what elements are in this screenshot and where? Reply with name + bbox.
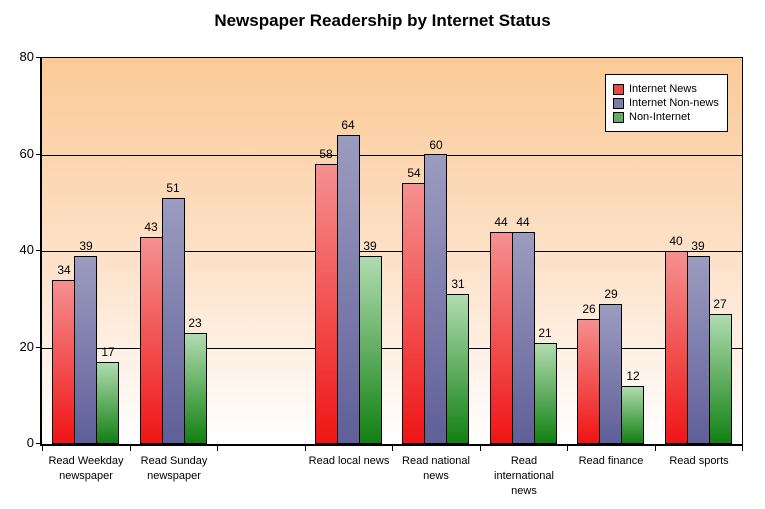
bar-internet-non-news-3 (337, 135, 360, 444)
bar-internet-news-0 (52, 280, 75, 444)
bar-non-internet-1 (184, 333, 207, 444)
bar-value-label: 26 (582, 302, 596, 316)
bar-value-label: 23 (188, 316, 202, 330)
gridline-20 (42, 347, 742, 349)
legend-row: Non-Internet (613, 111, 719, 123)
bar-internet-non-news-1 (162, 198, 185, 444)
x-axis-tick (305, 445, 306, 451)
legend-label: Internet Non-news (629, 97, 719, 109)
bar-internet-news-7 (665, 251, 688, 444)
bar-internet-non-news-0 (74, 256, 97, 444)
x-axis-tick (130, 445, 131, 451)
bar-value-label: 54 (407, 166, 421, 180)
bar-internet-non-news-6 (599, 304, 622, 444)
y-axis-tick (36, 57, 42, 58)
x-axis-tick (217, 445, 218, 451)
bar-non-internet-7 (709, 314, 732, 444)
y-axis-label-20: 20 (19, 338, 34, 354)
bar-value-label: 39 (363, 239, 377, 253)
bar-value-label: 27 (713, 297, 727, 311)
bar-internet-news-6 (577, 319, 600, 444)
bar-value-label: 44 (516, 215, 530, 229)
bar-value-label: 29 (604, 287, 618, 301)
bar-non-internet-6 (621, 386, 644, 444)
y-axis-label-60: 60 (19, 145, 34, 161)
legend-swatch-icon (613, 111, 624, 123)
x-axis-category-label-1: Read Sunday newspaper (140, 455, 208, 482)
x-axis-category-label-7: Read sports (669, 455, 729, 467)
x-axis-category-label-6: Read finance (578, 455, 644, 467)
legend-label: Non-Internet (629, 111, 691, 123)
y-axis-tick (36, 443, 42, 444)
x-axis-category-label-0: Read Weekday newspaper (48, 455, 124, 482)
bar-value-label: 40 (669, 234, 683, 248)
bar-value-label: 39 (691, 239, 705, 253)
bar-non-internet-3 (359, 256, 382, 444)
bar-value-label: 44 (494, 215, 508, 229)
legend-swatch-icon (613, 83, 624, 95)
y-axis-tick (36, 153, 42, 155)
bar-non-internet-4 (446, 294, 469, 444)
x-axis-tick (392, 445, 393, 451)
legend-row: Internet News (613, 83, 719, 95)
bar-internet-news-5 (490, 232, 513, 444)
bar-value-label: 39 (79, 239, 93, 253)
bar-non-internet-0 (96, 362, 119, 444)
y-axis-label-0: 0 (26, 435, 34, 450)
bar-value-label: 60 (429, 138, 443, 152)
gridline-40 (42, 251, 742, 252)
bar-value-label: 31 (451, 277, 465, 291)
bar-value-label: 12 (626, 369, 640, 383)
y-axis-label-40: 40 (19, 242, 34, 257)
legend-label: Internet News (629, 83, 697, 95)
y-axis-tick (36, 250, 42, 251)
bar-internet-news-1 (140, 237, 163, 444)
bar-value-label: 64 (341, 118, 355, 132)
x-axis-tick (655, 445, 656, 451)
bar-non-internet-5 (534, 343, 557, 444)
gridline-60 (42, 154, 742, 156)
legend-swatch-icon (613, 97, 624, 109)
bar-value-label: 17 (101, 345, 115, 359)
y-axis-tick (36, 346, 42, 348)
bar-value-label: 34 (57, 263, 71, 277)
x-axis-category-label-5: Read international news (494, 455, 554, 497)
bar-value-label: 58 (319, 147, 333, 161)
x-axis-tick (742, 445, 743, 451)
x-axis-category-label-3: Read local news (308, 455, 390, 467)
x-axis-tick (480, 445, 481, 451)
bar-internet-non-news-7 (687, 256, 710, 444)
bar-internet-news-3 (315, 164, 338, 444)
bar-internet-non-news-5 (512, 232, 535, 444)
legend: Internet News Internet Non-news Non-Intern… (605, 74, 728, 132)
x-axis-tick (42, 445, 43, 451)
bar-value-label: 21 (538, 326, 552, 340)
bar-value-label: 43 (144, 220, 158, 234)
bar-internet-news-4 (402, 183, 425, 444)
x-axis-category-label-4: Read national news (402, 455, 470, 482)
bar-internet-non-news-4 (424, 154, 447, 444)
chart-title: Newspaper Readership by Internet Status (214, 11, 551, 30)
legend-row: Internet Non-news (613, 97, 719, 109)
y-axis-label-80: 80 (19, 49, 34, 64)
bar-value-label: 51 (166, 181, 180, 195)
x-axis-tick (567, 445, 568, 451)
